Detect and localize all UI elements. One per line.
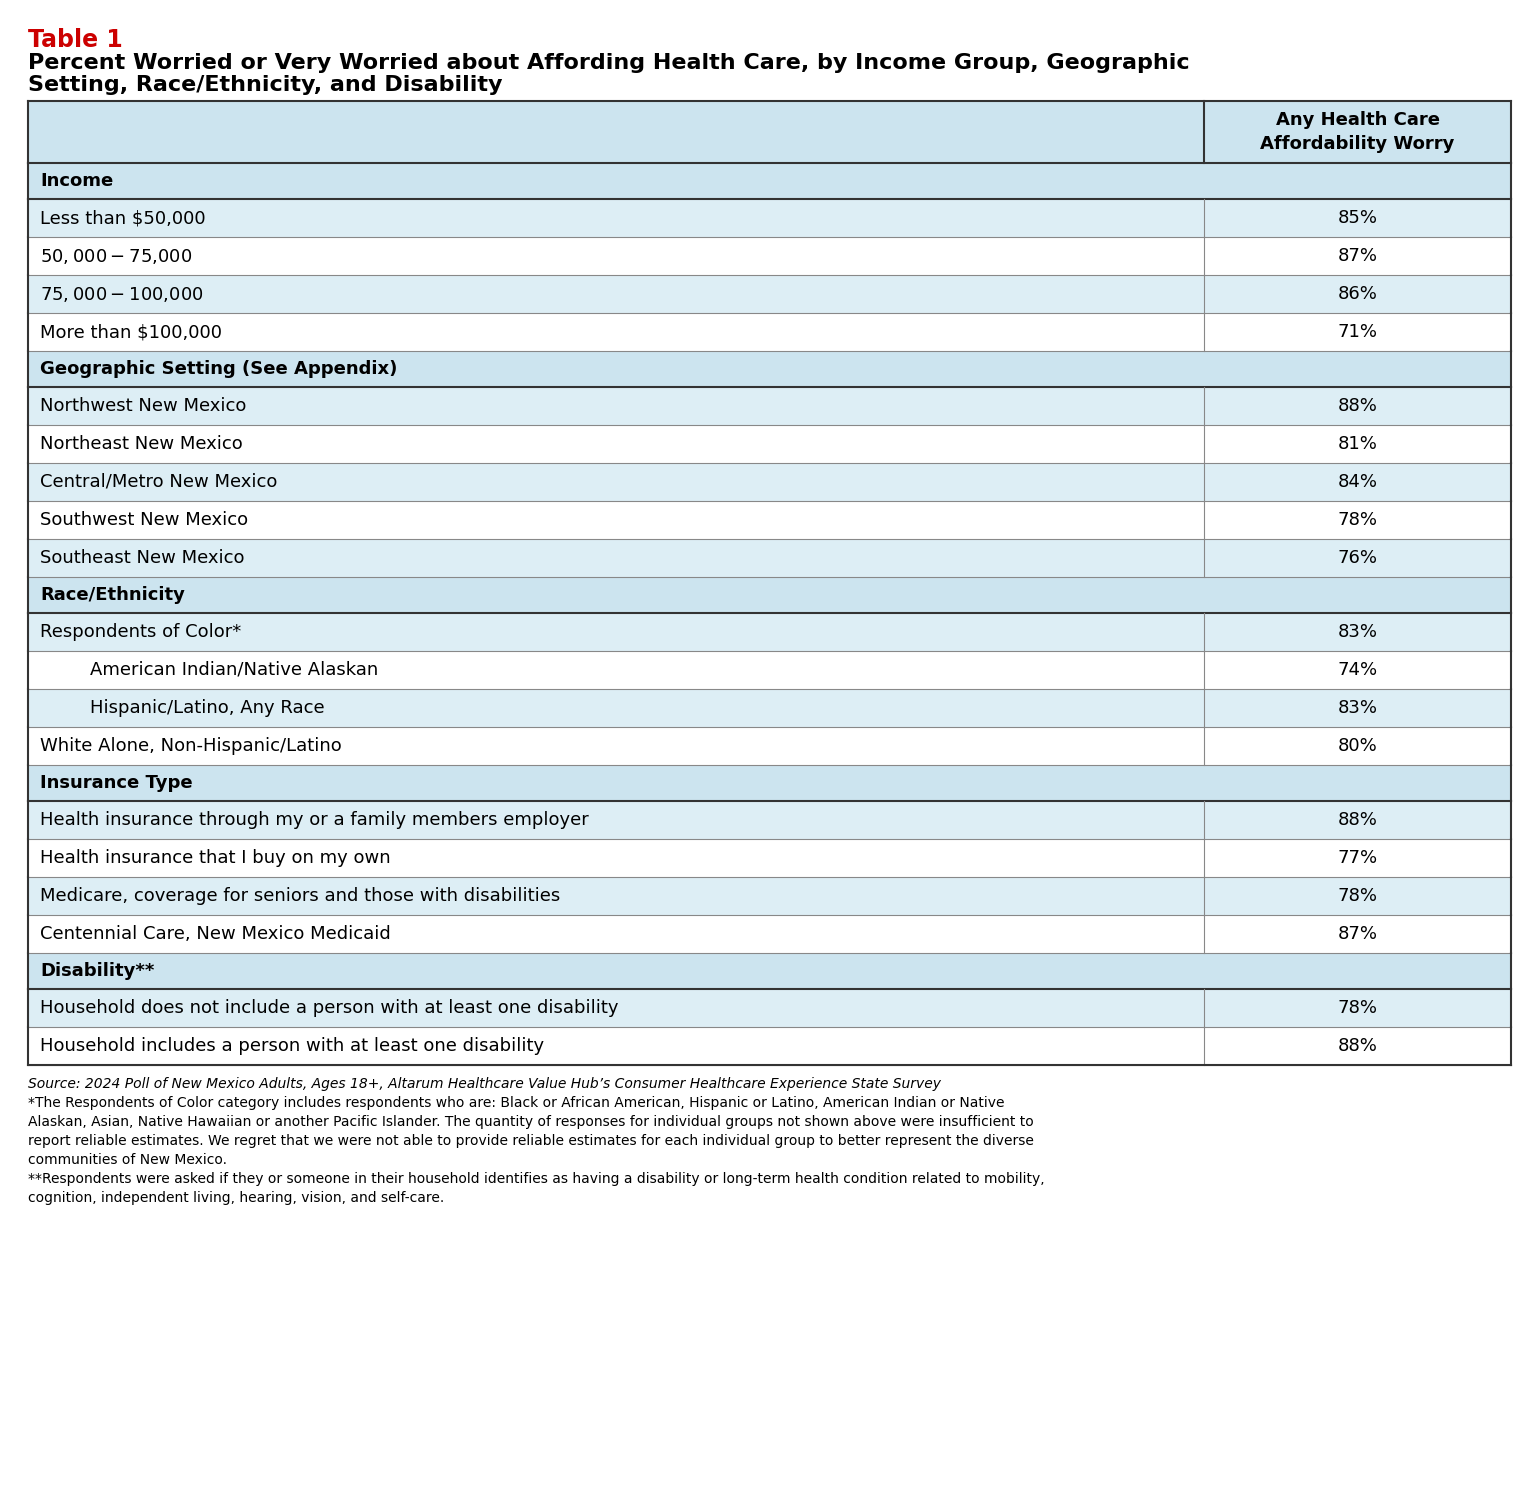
Bar xyxy=(1203,689,1511,727)
Text: 77%: 77% xyxy=(1337,850,1377,866)
Bar xyxy=(28,463,1203,500)
Text: Alaskan, Asian, Native Hawaiian or another Pacific Islander. The quantity of res: Alaskan, Asian, Native Hawaiian or anoth… xyxy=(28,1114,1034,1129)
Text: *The Respondents of Color category includes respondents who are: Black or Africa: *The Respondents of Color category inclu… xyxy=(28,1096,1005,1110)
Bar xyxy=(1203,275,1511,313)
Bar xyxy=(1203,877,1511,915)
Text: cognition, independent living, hearing, vision, and self-care.: cognition, independent living, hearing, … xyxy=(28,1191,445,1205)
Bar xyxy=(28,500,1203,538)
Text: Geographic Setting (See Appendix): Geographic Setting (See Appendix) xyxy=(40,360,397,378)
Text: 87%: 87% xyxy=(1337,246,1377,265)
Text: 76%: 76% xyxy=(1337,549,1377,567)
Bar xyxy=(28,351,1511,387)
Text: Northeast New Mexico: Northeast New Mexico xyxy=(40,435,243,454)
Text: Race/Ethnicity: Race/Ethnicity xyxy=(40,587,185,603)
Text: Less than $50,000: Less than $50,000 xyxy=(40,209,206,227)
Text: Health insurance through my or a family members employer: Health insurance through my or a family … xyxy=(40,810,589,829)
Text: communities of New Mexico.: communities of New Mexico. xyxy=(28,1154,226,1167)
Bar xyxy=(1203,538,1511,578)
Text: 74%: 74% xyxy=(1337,661,1377,679)
Bar xyxy=(28,612,1203,652)
Text: Southwest New Mexico: Southwest New Mexico xyxy=(40,511,248,529)
Text: Hispanic/Latino, Any Race: Hispanic/Latino, Any Race xyxy=(89,699,325,717)
Bar xyxy=(28,989,1203,1027)
Text: More than $100,000: More than $100,000 xyxy=(40,324,222,342)
Text: Medicare, coverage for seniors and those with disabilities: Medicare, coverage for seniors and those… xyxy=(40,888,560,906)
Text: 84%: 84% xyxy=(1337,473,1377,491)
Bar xyxy=(1203,727,1511,765)
Bar xyxy=(28,765,1511,801)
Bar xyxy=(28,877,1203,915)
Text: Percent Worried or Very Worried about Affording Health Care, by Income Group, Ge: Percent Worried or Very Worried about Af… xyxy=(28,53,1190,73)
Bar xyxy=(28,425,1203,463)
Bar xyxy=(28,538,1203,578)
Bar xyxy=(1203,1027,1511,1064)
Bar xyxy=(1203,425,1511,463)
Text: 83%: 83% xyxy=(1337,699,1377,717)
Bar xyxy=(1203,463,1511,500)
Bar xyxy=(1203,801,1511,839)
Bar xyxy=(28,200,1203,237)
Bar xyxy=(28,839,1203,877)
Bar xyxy=(1203,989,1511,1027)
Bar xyxy=(1203,839,1511,877)
Text: **Respondents were asked if they or someone in their household identifies as hav: **Respondents were asked if they or some… xyxy=(28,1172,1045,1185)
Bar xyxy=(28,275,1203,313)
Text: $75,000 - $100,000: $75,000 - $100,000 xyxy=(40,284,203,304)
Text: Insurance Type: Insurance Type xyxy=(40,774,192,792)
Text: American Indian/Native Alaskan: American Indian/Native Alaskan xyxy=(89,661,379,679)
Text: 78%: 78% xyxy=(1337,888,1377,906)
Text: Disability**: Disability** xyxy=(40,962,154,980)
Text: 85%: 85% xyxy=(1337,209,1377,227)
Text: 83%: 83% xyxy=(1337,623,1377,641)
Text: Any Health Care
Affordability Worry: Any Health Care Affordability Worry xyxy=(1260,112,1454,153)
Text: Household does not include a person with at least one disability: Household does not include a person with… xyxy=(40,999,619,1018)
Text: 78%: 78% xyxy=(1337,999,1377,1018)
Text: 88%: 88% xyxy=(1337,1037,1377,1055)
Text: White Alone, Non-Hispanic/Latino: White Alone, Non-Hispanic/Latino xyxy=(40,736,342,754)
Text: 86%: 86% xyxy=(1337,284,1377,302)
Bar xyxy=(28,313,1203,351)
Bar xyxy=(28,1027,1203,1064)
Text: Household includes a person with at least one disability: Household includes a person with at leas… xyxy=(40,1037,545,1055)
Bar xyxy=(28,101,1511,163)
Text: Income: Income xyxy=(40,172,114,191)
Bar xyxy=(1203,313,1511,351)
Text: Setting, Race/Ethnicity, and Disability: Setting, Race/Ethnicity, and Disability xyxy=(28,76,503,95)
Text: Source: 2024 Poll of New Mexico Adults, Ages 18+, Altarum Healthcare Value Hub’s: Source: 2024 Poll of New Mexico Adults, … xyxy=(28,1077,940,1092)
Text: 81%: 81% xyxy=(1337,435,1377,454)
Bar xyxy=(28,652,1203,689)
Text: report reliable estimates. We regret that we were not able to provide reliable e: report reliable estimates. We regret tha… xyxy=(28,1134,1034,1148)
Bar xyxy=(28,953,1511,989)
Bar xyxy=(1203,237,1511,275)
Text: 80%: 80% xyxy=(1337,736,1377,754)
Text: Table 1: Table 1 xyxy=(28,29,123,51)
Bar xyxy=(28,163,1511,200)
Text: Central/Metro New Mexico: Central/Metro New Mexico xyxy=(40,473,277,491)
Text: Centennial Care, New Mexico Medicaid: Centennial Care, New Mexico Medicaid xyxy=(40,925,391,943)
Bar xyxy=(1203,612,1511,652)
Text: $50,000 - $75,000: $50,000 - $75,000 xyxy=(40,246,192,266)
Text: 87%: 87% xyxy=(1337,925,1377,943)
Text: 88%: 88% xyxy=(1337,810,1377,829)
Bar xyxy=(28,727,1203,765)
Text: 88%: 88% xyxy=(1337,398,1377,414)
Bar xyxy=(1203,387,1511,425)
Bar xyxy=(1203,652,1511,689)
Text: Health insurance that I buy on my own: Health insurance that I buy on my own xyxy=(40,850,391,866)
Bar xyxy=(28,915,1203,953)
Text: Northwest New Mexico: Northwest New Mexico xyxy=(40,398,246,414)
Text: Southeast New Mexico: Southeast New Mexico xyxy=(40,549,245,567)
Text: 71%: 71% xyxy=(1337,324,1377,342)
Bar xyxy=(28,801,1203,839)
Bar xyxy=(1203,915,1511,953)
Bar xyxy=(28,578,1511,612)
Text: Respondents of Color*: Respondents of Color* xyxy=(40,623,242,641)
Text: 78%: 78% xyxy=(1337,511,1377,529)
Bar xyxy=(1203,200,1511,237)
Bar xyxy=(28,237,1203,275)
Bar xyxy=(28,387,1203,425)
Bar xyxy=(28,689,1203,727)
Bar xyxy=(1203,500,1511,538)
